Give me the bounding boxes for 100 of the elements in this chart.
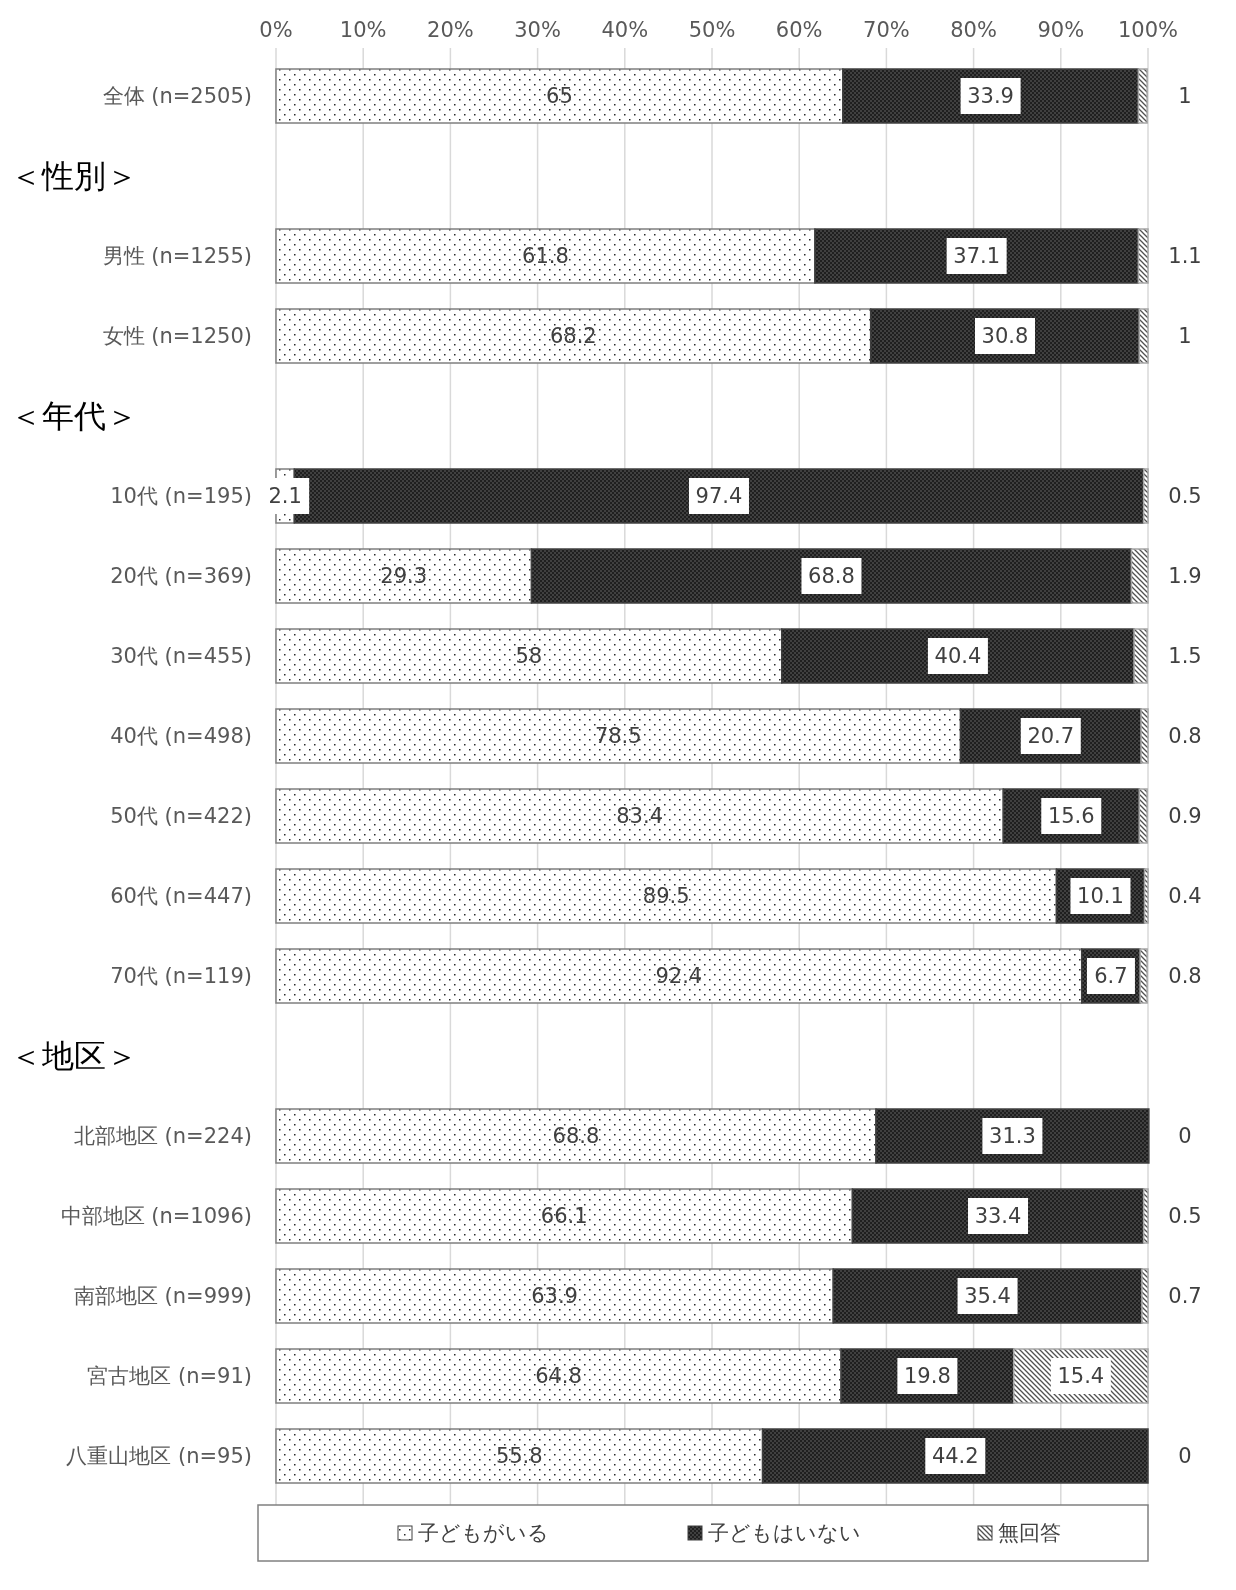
data-label: 10.1	[1077, 884, 1124, 909]
data-label: 1.5	[1168, 644, 1202, 669]
bar	[275, 308, 872, 364]
data-label: 33.4	[974, 1204, 1022, 1229]
bar	[275, 1348, 842, 1404]
bar	[875, 1108, 1150, 1164]
data-label: 33.9	[967, 84, 1014, 109]
y-tick-label: 八重山地区 (n=95)	[66, 1444, 252, 1469]
data-label: 35.4	[964, 1284, 1011, 1309]
bar	[275, 948, 1083, 1004]
data-label: 58	[515, 644, 543, 669]
data-label: 92.4	[655, 964, 703, 989]
data-label: 83.4	[616, 804, 664, 829]
y-tick-label: 50代 (n=422)	[110, 804, 252, 829]
data-label: 1	[1178, 84, 1192, 109]
bar	[1130, 548, 1149, 604]
data-label: 68.8	[808, 564, 855, 589]
x-tick-label: 20%	[427, 18, 474, 43]
data-label: 0.5	[1168, 1204, 1202, 1229]
y-tick-label: 女性 (n=1250)	[102, 324, 252, 349]
data-label: 0.9	[1168, 804, 1202, 829]
data-label: 20.7	[1027, 724, 1075, 749]
data-label: 1.9	[1168, 564, 1202, 589]
y-tick-label: 中部地区 (n=1096)	[60, 1204, 252, 1229]
y-tick-label: 20代 (n=369)	[110, 564, 252, 589]
data-label: 0.4	[1168, 884, 1202, 909]
bar	[1143, 868, 1149, 924]
data-label: 66.1	[540, 1204, 588, 1229]
data-label: 6.7	[1094, 964, 1128, 989]
data-label: 78.5	[594, 724, 642, 749]
data-label: 61.8	[522, 244, 569, 269]
data-label: 63.9	[531, 1284, 578, 1309]
bar	[275, 1188, 854, 1244]
bar	[275, 788, 1004, 844]
y-tick-label: 南部地区 (n=999)	[73, 1284, 252, 1309]
bar	[869, 308, 1141, 364]
x-tick-label: 100%	[1117, 18, 1179, 43]
bar	[851, 1188, 1145, 1244]
y-tick-label: 北部地区 (n=224)	[73, 1124, 252, 1149]
data-label: 44.2	[931, 1444, 979, 1469]
bar	[275, 1428, 764, 1484]
text: ＜性別＞	[10, 157, 138, 196]
bar	[761, 1428, 1149, 1484]
bar	[814, 228, 1140, 284]
bar	[275, 68, 844, 124]
bar	[275, 1268, 834, 1324]
data-label: 31.3	[989, 1124, 1036, 1149]
data-label: 0	[1178, 1124, 1192, 1149]
x-tick-label: 90%	[1037, 18, 1085, 43]
x-tick-label: 30%	[514, 18, 561, 43]
data-label: 15.6	[1047, 804, 1095, 829]
bar	[1139, 948, 1148, 1004]
data-label: 55.8	[495, 1444, 543, 1469]
data-label: 89.5	[642, 884, 690, 909]
bar	[1137, 68, 1148, 124]
data-label: 97.4	[695, 484, 743, 509]
data-label: 64.8	[535, 1364, 582, 1389]
x-tick-label: 70%	[863, 18, 910, 43]
x-tick-label: 40%	[601, 18, 649, 43]
y-tick-label: 40代 (n=498)	[110, 724, 252, 749]
data-label: 0.8	[1168, 724, 1202, 749]
bar	[1142, 1188, 1149, 1244]
bar	[1140, 708, 1149, 764]
bar	[1141, 1268, 1149, 1324]
data-label: 0	[1178, 1444, 1192, 1469]
x-tick-label: 10%	[339, 18, 387, 43]
y-tick-label: 男性 (n=1255)	[102, 244, 252, 269]
y-tick-label: 宮古地区 (n=91)	[87, 1364, 252, 1389]
data-label: 29.3	[380, 564, 428, 589]
data-label: 68.8	[552, 1124, 600, 1149]
text: ＜年代＞	[10, 397, 138, 436]
bar	[832, 1268, 1143, 1324]
bar	[1137, 228, 1149, 284]
bar	[1142, 468, 1149, 524]
y-tick-label: 全体 (n=2505)	[102, 84, 252, 109]
bar	[1138, 788, 1148, 844]
legend-label: 子どもはいない	[708, 1521, 861, 1546]
data-label: 37.1	[953, 244, 1001, 269]
data-label: 15.4	[1057, 1364, 1105, 1389]
bar	[1138, 308, 1149, 364]
bar	[1133, 628, 1148, 684]
data-label: 68.2	[549, 324, 597, 349]
x-tick-label: 0%	[259, 18, 293, 43]
text: ＜地区＞	[10, 1037, 138, 1076]
x-tick-label: 60%	[775, 18, 823, 43]
y-tick-label: 60代 (n=447)	[110, 884, 252, 909]
bar	[275, 628, 783, 684]
legend-label: 無回答	[998, 1521, 1061, 1546]
y-tick-label: 30代 (n=455)	[110, 644, 252, 669]
bar	[275, 548, 533, 604]
y-tick-label: 10代 (n=195)	[110, 484, 252, 509]
bar	[275, 1108, 877, 1164]
data-label: 0.8	[1168, 964, 1202, 989]
y-tick-label: 70代 (n=119)	[110, 964, 252, 989]
data-label: 0.7	[1168, 1284, 1202, 1309]
data-label: 0.5	[1168, 484, 1202, 509]
legend-label: 子どもがいる	[418, 1521, 549, 1546]
bar	[842, 68, 1140, 124]
data-label: 1.1	[1168, 244, 1202, 269]
x-tick-label: 80%	[950, 18, 997, 43]
